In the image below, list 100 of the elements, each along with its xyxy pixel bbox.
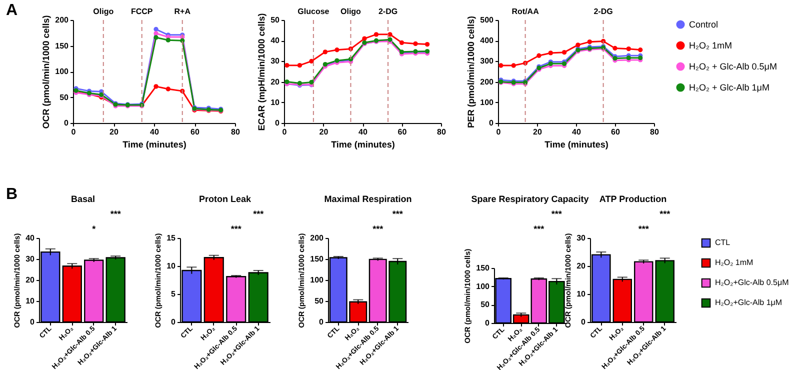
y-tick-label: 10	[26, 296, 36, 306]
ref-line-label: Rot/AA	[512, 7, 540, 16]
y-tick-label: 400	[480, 36, 494, 46]
y-tick-label: 40	[26, 234, 36, 242]
ref-line-label: Glucose	[298, 7, 330, 16]
text: *	[92, 224, 96, 234]
y-tick-label: 0	[489, 118, 494, 128]
legend-label: H₂O₂+Glc-Alb 0.5μM	[715, 278, 790, 287]
point	[587, 39, 592, 44]
legend-label: H₂O₂ 1mM	[715, 258, 754, 267]
x-tick-label: 80	[437, 128, 446, 136]
text: B	[6, 186, 18, 203]
y-tick-label: 100	[310, 276, 324, 284]
text: ***	[230, 224, 242, 234]
chart-title: Proton Leak	[198, 194, 252, 204]
point	[284, 62, 290, 68]
y-tick-label: 0	[319, 318, 324, 326]
y-tick-label: 500	[480, 16, 494, 24]
point	[638, 48, 643, 52]
y-tick-label: 30	[26, 254, 36, 264]
point	[626, 46, 631, 52]
x-tick-label: 80	[650, 128, 660, 136]
point	[309, 80, 314, 85]
point	[334, 48, 340, 52]
chart-title: ATP Production	[599, 194, 667, 204]
x-tick-label: 40	[150, 128, 160, 136]
y-tick-label: 5	[171, 290, 176, 298]
x-axis-title: Time (minutes)	[544, 140, 608, 150]
y-tick-label: 20	[576, 262, 586, 270]
point	[309, 58, 314, 64]
ref-line-label: FCCP	[130, 7, 154, 16]
y-tick-label: 100	[476, 282, 490, 291]
legend-label: H₂O₂+Glc-Alb 1μM	[715, 298, 782, 307]
point	[576, 42, 580, 48]
x-tick-label: 60	[398, 128, 408, 136]
point	[154, 31, 158, 36]
chart-title: Maximal Respiration	[324, 194, 412, 204]
x-axis-title: Time (minutes)	[331, 140, 395, 150]
y-tick-label: 10	[270, 98, 280, 107]
text: ***	[392, 209, 404, 219]
y-axis-title: ECAR (mpH/min/1000 cells)	[256, 13, 267, 131]
point	[612, 46, 618, 51]
text: ***	[534, 224, 545, 234]
text: ***	[372, 224, 384, 234]
y-tick-label: 200	[480, 77, 494, 86]
x-tick-label: 20	[533, 128, 542, 136]
y-tick-label: 0	[485, 318, 490, 328]
y-tick-label: 10	[166, 262, 176, 270]
y-tick-label: 150	[476, 264, 490, 272]
ref-line-label: Oligo	[340, 7, 362, 16]
legend-label: CTL	[715, 238, 731, 247]
y-tick-label: 15	[166, 234, 176, 242]
y-tick-label: 50	[270, 16, 280, 24]
text: ***	[110, 209, 122, 219]
point	[362, 36, 367, 41]
y-tick-label: 50	[480, 300, 490, 310]
ref-line-label: R+A	[174, 7, 191, 16]
x-tick-label: 0	[282, 128, 288, 136]
point	[166, 86, 171, 92]
legend-label: H₂O₂ + Glc-Alb 0.5μM	[689, 62, 777, 72]
point	[536, 53, 542, 58]
text: A	[6, 2, 18, 19]
chart-title: Basal	[70, 194, 96, 204]
ref-line-label: 2-DG	[378, 7, 398, 16]
y-tick-label: 100	[480, 98, 494, 107]
y-tick-label: 20	[26, 276, 36, 284]
point	[154, 26, 158, 32]
y-tick-label: 10	[576, 290, 586, 298]
point	[284, 79, 290, 84]
point	[154, 35, 158, 40]
y-tick-label: 100	[55, 67, 70, 76]
x-tick-label: 60	[190, 128, 200, 136]
x-tick-label: 80	[231, 128, 240, 136]
y-tick-label: 150	[310, 254, 324, 264]
y-tick-label: 150	[55, 41, 70, 50]
point	[166, 38, 171, 42]
legend-label: H₂O₂ 1mM	[689, 40, 732, 50]
point	[498, 63, 504, 68]
point	[374, 32, 379, 37]
x-axis-title: Time (minutes)	[122, 140, 186, 150]
y-tick-label: 200	[310, 234, 324, 242]
x-tick-label: 40	[358, 128, 368, 136]
y-tick-label: 40	[270, 36, 280, 46]
point	[562, 50, 567, 55]
point	[399, 40, 404, 45]
y-tick-label: 30	[576, 234, 586, 242]
ref-line-label: 2-DG	[594, 7, 613, 16]
y-tick-label: 300	[480, 56, 494, 66]
legend-label: Control	[689, 20, 718, 30]
point	[424, 42, 430, 47]
y-tick-label: 0	[171, 318, 176, 326]
y-axis-title: OCR (pmol/min/1000 cells)	[41, 15, 52, 129]
point	[548, 50, 553, 56]
text: ***	[638, 224, 650, 234]
y-tick-label: 0	[581, 318, 586, 326]
point	[297, 62, 302, 68]
chart-title: Spare Respiratory Capacity	[471, 194, 589, 204]
point	[154, 84, 158, 89]
x-tick-label: 0	[71, 128, 76, 136]
y-tick-label: 0	[64, 118, 70, 128]
